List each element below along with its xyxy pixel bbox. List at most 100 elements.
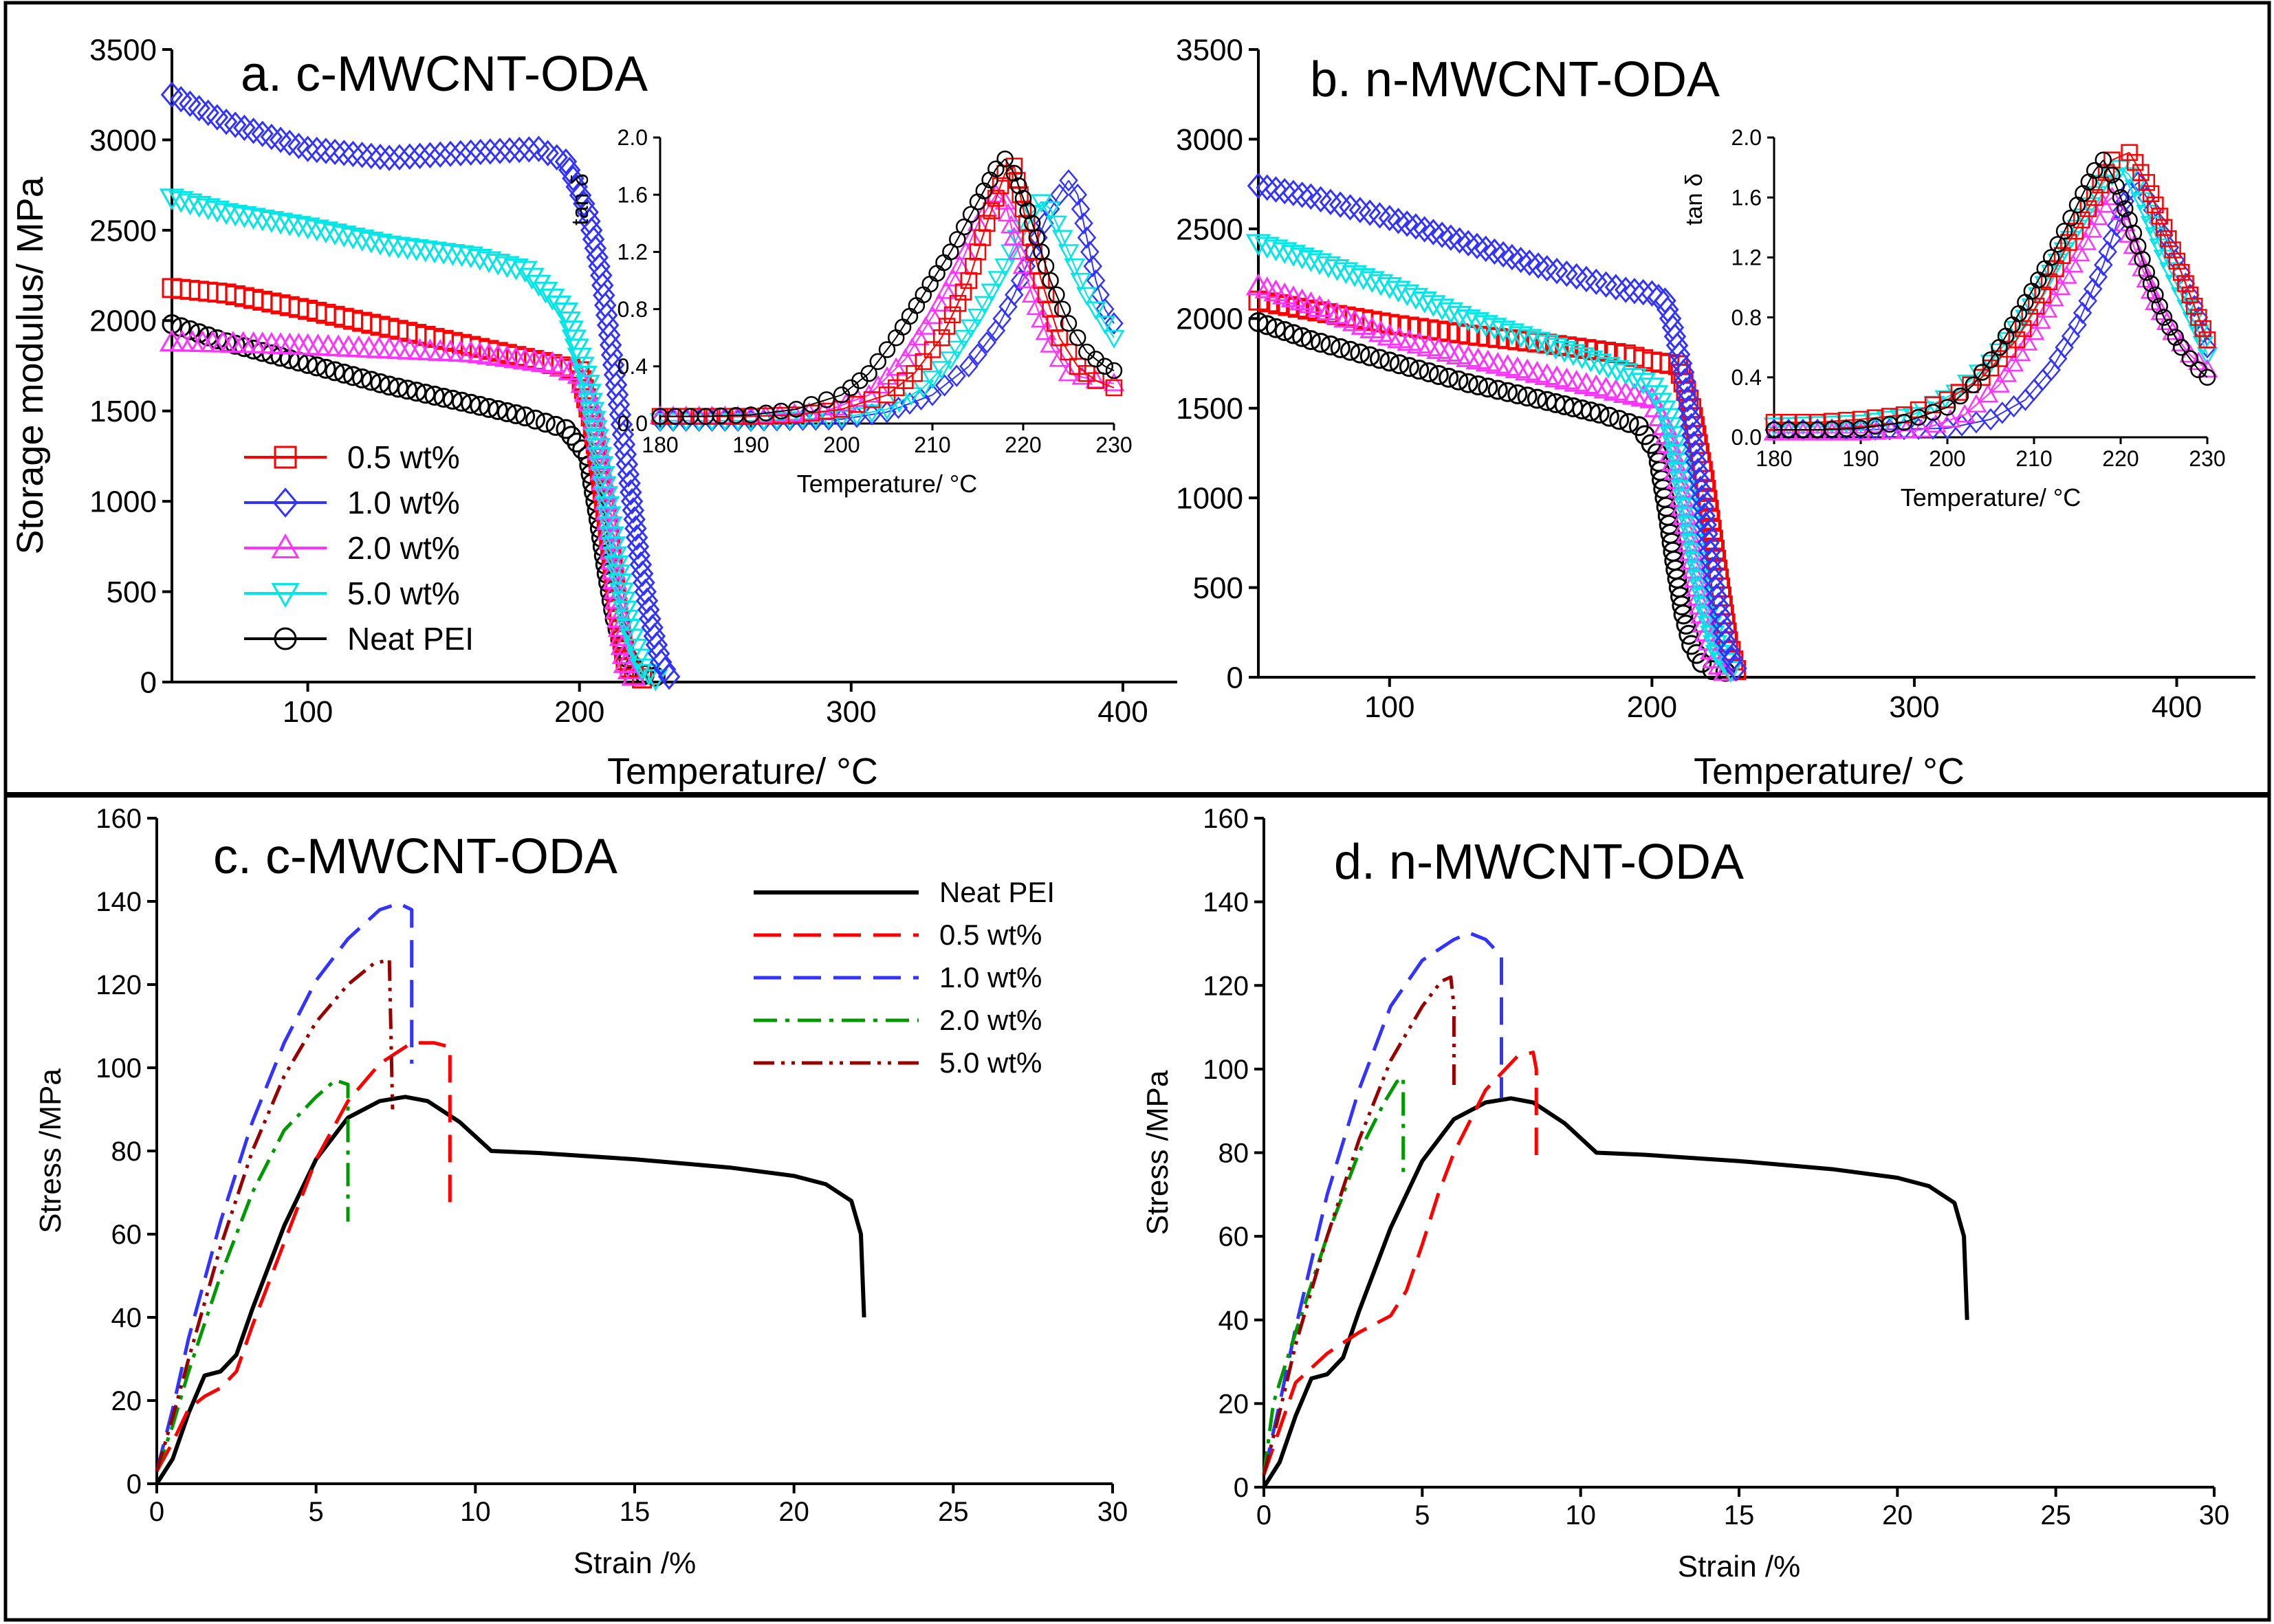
inset-segment (1998, 331, 2035, 386)
inset-data-point (1068, 183, 1087, 206)
data-point (342, 366, 363, 386)
data-point (515, 406, 536, 427)
y-tick-label-40: 40 (1218, 1306, 1249, 1336)
inset-segment (2102, 160, 2113, 176)
inset-segment (932, 366, 970, 396)
data-point (179, 320, 200, 340)
data-point (349, 229, 375, 252)
data-point (451, 391, 472, 412)
x-tick-label-300: 300 (1889, 690, 1939, 724)
data-point (518, 136, 540, 163)
inset-data-point (2121, 144, 2138, 162)
data-point (168, 190, 194, 213)
inset-data-point (2147, 196, 2164, 214)
series-5-0-wt (1245, 234, 1744, 683)
data-point (1404, 213, 1428, 240)
data-point (1685, 574, 1711, 597)
data-point (1315, 256, 1341, 278)
series-line-5-0-wt (1262, 975, 1456, 1475)
inset-data-point (987, 190, 1005, 207)
inset-data-point (1989, 373, 2010, 393)
inset-data-point (983, 202, 1001, 219)
inset-data-point (2172, 263, 2190, 281)
inset-data-point (940, 351, 961, 371)
inset-data-point (992, 177, 1009, 195)
data-point (1699, 547, 1723, 574)
inset-data-point (2149, 238, 2171, 257)
data-point (1677, 529, 1703, 552)
data-point (1692, 493, 1715, 520)
data-point (485, 253, 511, 276)
data-point (604, 597, 631, 619)
inset-data-point (1048, 286, 1065, 304)
inset-data-point (2181, 286, 2199, 304)
y-tick-label-140: 140 (1203, 888, 1249, 918)
x-tick-label-180: 180 (1756, 446, 1792, 471)
data-point (1456, 309, 1481, 331)
data-point (1685, 448, 1708, 476)
inset-data-point (1040, 333, 1061, 353)
inset-data-point (1910, 408, 1927, 426)
inset-data-point (2021, 309, 2038, 326)
inset-data-point (2027, 298, 2045, 315)
legend-label-1-0-wt: 1.0 wt% (939, 961, 1042, 994)
data-point (413, 240, 438, 263)
inset-data-point (2055, 223, 2073, 240)
data-point (1683, 565, 1709, 588)
panel-title: c. c-MWCNT-ODA (213, 829, 617, 884)
inset-segment (886, 394, 933, 413)
data-point (533, 281, 558, 304)
data-point (1679, 624, 1699, 645)
inset-data-point (2094, 254, 2113, 276)
inset-data-point (930, 361, 952, 380)
panel-c-stress-strain-chart: 0 5 10 15 20 25 30 0 20 40 60 80 100 120 140 160 c. c-MW… (34, 804, 1128, 1580)
data-point (1468, 375, 1489, 395)
data-point (1686, 457, 1709, 485)
inset-data-point (1060, 343, 1078, 361)
x-axis-title: Strain /% (1678, 1550, 1801, 1583)
data-point (1491, 241, 1515, 268)
inset-segment (1013, 173, 1034, 224)
data-point (388, 377, 408, 398)
inset-segment (950, 201, 979, 252)
data-point (316, 358, 336, 379)
inset-data-point (2145, 227, 2166, 246)
inset-data-point (1105, 379, 1123, 397)
legend-marker (274, 446, 297, 469)
inset-data-point (906, 364, 923, 382)
inset-data-point (1070, 272, 1091, 292)
data-point (1409, 360, 1430, 380)
legend-label-0-5-wt: 0.5 wt% (939, 919, 1042, 951)
series-5-0-wt (159, 188, 668, 692)
x-tick-label-100: 100 (1364, 690, 1414, 724)
inset-segment (977, 168, 997, 203)
inset-segment (1077, 366, 1097, 382)
x-axis-title: Temperature/ °C (607, 751, 878, 792)
legend-marker (274, 627, 297, 650)
data-point (1701, 556, 1724, 583)
inset-data-point (1778, 417, 1800, 436)
inset-segment (841, 373, 870, 396)
inset-data-point (1880, 418, 1899, 441)
inset-segment (2051, 324, 2078, 371)
inset-data-point (787, 400, 805, 418)
inset-data-point (2055, 265, 2077, 284)
y-tick-label-1-2: 1.2 (1731, 245, 1762, 270)
inset-data-point (2049, 276, 2071, 296)
data-point (525, 409, 545, 430)
data-point (1670, 494, 1696, 516)
inset-data-point (2185, 298, 2203, 315)
data-point (1254, 237, 1280, 259)
data-point (322, 223, 348, 245)
inset-segment (913, 337, 942, 374)
data-point (424, 386, 445, 406)
inset-data-point (1792, 421, 1814, 441)
inset-data-point (1049, 348, 1071, 367)
data-point (204, 200, 230, 223)
inset-data-point (960, 319, 982, 338)
data-point (1412, 292, 1437, 314)
x-tick-label-5: 5 (309, 1497, 324, 1527)
inset-data-point (2198, 369, 2216, 386)
inset-data-point (1974, 364, 1991, 381)
data-point (1517, 329, 1542, 351)
